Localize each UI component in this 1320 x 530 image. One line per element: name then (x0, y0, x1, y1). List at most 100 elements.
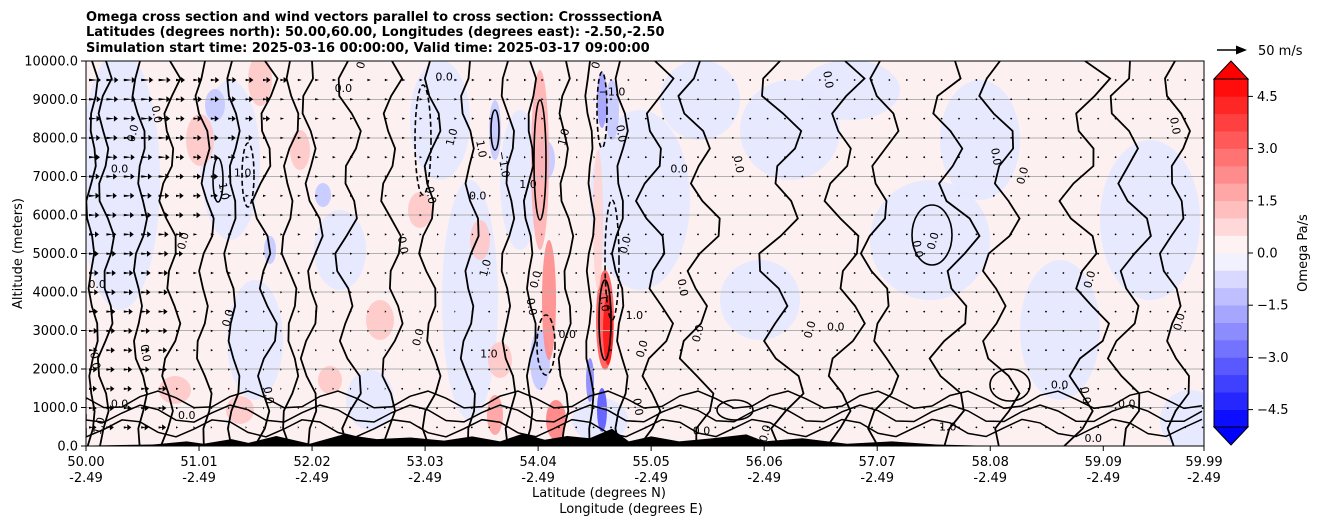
wind-vector (836, 233, 839, 236)
wind-vector (541, 175, 543, 178)
wind-vector (992, 252, 995, 255)
figure-title: Omega cross section and wind vectors par… (86, 10, 665, 56)
wind-vector (836, 252, 839, 255)
wind-vector (1132, 349, 1134, 352)
wind-vector (123, 368, 130, 371)
wind-vector (245, 117, 250, 120)
wind-vector (297, 117, 302, 120)
wind-vector (592, 310, 595, 313)
wind-vector-head (110, 385, 115, 392)
wind-vector (1201, 117, 1204, 120)
wind-vector (575, 426, 578, 429)
wind-vector (106, 78, 116, 82)
wind-vector (888, 368, 891, 371)
wind-vector (610, 291, 612, 294)
contour-label: 0.0 (124, 123, 141, 143)
colorbar-tick-label: −4.5 (1257, 403, 1289, 418)
wind-vector (1079, 214, 1082, 217)
wind-vector (1027, 98, 1030, 101)
wind-vector (888, 272, 891, 274)
wind-vector (801, 79, 804, 81)
wind-vector (557, 387, 560, 390)
wind-vector (992, 79, 995, 81)
wind-vector (193, 349, 197, 352)
wind-vector-head (165, 134, 170, 141)
wind-vector (141, 117, 150, 120)
wind-vector (1079, 349, 1082, 352)
wind-vector (592, 330, 595, 332)
wind-vector (1097, 137, 1100, 139)
wind-vector (749, 98, 752, 101)
wind-vector (992, 117, 995, 120)
wind-vector (1184, 98, 1187, 101)
wind-vector (1079, 79, 1082, 81)
wind-vector (193, 233, 198, 236)
wind-vector (871, 349, 873, 352)
wind-vector (1027, 194, 1030, 197)
wind-vector (905, 407, 908, 409)
contour-line (978, 61, 1021, 446)
wind-vector (1079, 175, 1082, 178)
wind-vector (731, 272, 734, 274)
wind-vector (141, 194, 149, 197)
wind-vector (1079, 310, 1082, 313)
wind-vector (644, 194, 647, 197)
wind-vector (297, 291, 301, 294)
contour-label: 0.0 (693, 424, 711, 437)
contour-line (500, 61, 517, 446)
wind-vector-head (196, 192, 201, 199)
wind-vector (228, 98, 234, 101)
wind-vector (280, 78, 285, 82)
wind-vector (332, 368, 335, 371)
wind-vector (749, 426, 752, 429)
wind-vector-head (93, 347, 98, 354)
wind-vector (471, 78, 475, 82)
x-tick-label-lat: 57.07 (859, 455, 896, 470)
contour-label: 0.0 (1084, 432, 1102, 445)
wind-vector (593, 175, 595, 178)
wind-vector (818, 330, 821, 332)
wind-vector (228, 78, 234, 82)
wind-vector (576, 194, 578, 197)
wind-vector (644, 272, 647, 274)
wind-vector (940, 330, 943, 332)
wind-vector (384, 329, 387, 333)
wind-vector-head (162, 424, 167, 431)
wind-vector (610, 330, 612, 332)
contour-label: 0.0 (149, 105, 165, 124)
wind-vector (697, 272, 699, 274)
wind-vector (176, 310, 180, 313)
wind-vector (419, 136, 423, 140)
colorbar-band (1214, 270, 1248, 289)
wind-vector-head (129, 250, 134, 257)
wind-vector-head (162, 405, 167, 412)
wind-vector (1097, 387, 1100, 390)
wind-vector (853, 79, 856, 81)
wind-vector (488, 330, 491, 332)
wind-vector-head (130, 212, 135, 219)
colorbar-band (1214, 183, 1248, 202)
wind-vector (471, 194, 474, 197)
wind-vector (106, 117, 115, 120)
wind-vector (454, 98, 458, 101)
wind-vector (1097, 349, 1100, 352)
wind-vector (524, 194, 526, 197)
wind-vector (297, 426, 300, 429)
wind-vector (332, 310, 335, 313)
wind-vector-head (266, 77, 271, 83)
wind-vector (384, 78, 389, 82)
wind-vector (193, 136, 199, 140)
contour-line (1158, 61, 1191, 446)
wind-vector (992, 387, 995, 390)
wind-vector (558, 175, 561, 178)
wind-vector (801, 252, 804, 255)
omega-shade-cell (366, 300, 394, 340)
wind-vector (784, 310, 786, 313)
wind-vector (1079, 137, 1082, 139)
contour-label: 1.0 (519, 178, 537, 191)
wind-vector-head (112, 231, 117, 238)
omega-shade-cell (159, 376, 191, 404)
wind-vector (123, 349, 130, 352)
wind-vector (662, 194, 665, 197)
wind-vector (644, 214, 647, 217)
